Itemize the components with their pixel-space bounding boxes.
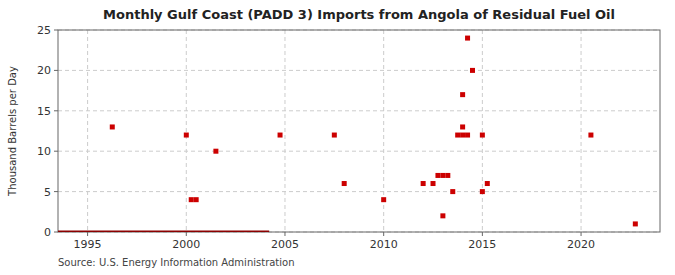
point [460,124,465,129]
point [588,133,593,138]
x-tick [284,232,285,236]
point [435,173,440,178]
point [465,133,470,138]
point [485,181,490,186]
y-tick-label: 20 [37,64,51,77]
x-tick-label: 2000 [172,238,200,251]
y-tick-label: 15 [37,105,51,118]
point [450,189,455,194]
point [213,149,218,154]
chart: 0 5 10 15 20 25 1995 2000 2005 2010 2015 2020 Monthl… [0,0,675,275]
data [58,36,638,232]
point [342,181,347,186]
point [431,181,436,186]
y-tick-label: 5 [44,186,51,199]
point [633,221,638,226]
x-grid-line [284,30,285,232]
point [480,133,485,138]
y-tick [54,110,58,111]
point [480,189,485,194]
y-tick [54,191,58,192]
grid [58,30,660,232]
point [460,92,465,97]
x-tick-label: 2015 [468,238,496,251]
plot-frame [58,30,660,232]
title: Monthly Gulf Coast (PADD 3) Imports from… [103,7,615,22]
x-tick-label: 2020 [567,238,595,251]
y-grid-line [58,70,660,71]
y-tick [54,30,58,31]
y-grid-line [58,110,660,111]
x-grid-line [87,30,88,232]
point [194,197,199,202]
point [445,173,450,178]
point [381,197,386,202]
x-tick [482,232,483,236]
point [460,133,465,138]
point [278,133,283,138]
point [455,133,460,138]
point [189,197,194,202]
x-tick [383,232,384,236]
x-tick [581,232,582,236]
point [465,36,470,41]
point [440,173,445,178]
x-tick [87,232,88,236]
point [332,133,337,138]
x-grid-line [482,30,483,232]
y-tick-label: 10 [37,145,51,158]
axes: 0 5 10 15 20 25 1995 2000 2005 2010 2015 2020 [37,24,595,251]
x-grid-line [186,30,187,232]
x-tick [186,232,187,236]
x-tick-label: 2005 [271,238,299,251]
x-tick-label: 1995 [74,238,102,251]
y-tick [54,70,58,71]
point [470,68,475,73]
y-tick [54,232,58,233]
point [421,181,426,186]
line [58,231,269,233]
source: Source: U.S. Energy Information Administ… [58,257,295,268]
y-tick [54,151,58,152]
point [110,124,115,129]
y-tick-label: 0 [44,226,51,239]
point [440,213,445,218]
y-tick-label: 25 [37,24,51,37]
y-grid-line [58,151,660,152]
point [184,133,189,138]
y-axis-label: Thousand Barrels per Day [7,66,18,197]
x-tick-label: 2010 [370,238,398,251]
x-grid-line [581,30,582,232]
y-grid-line [58,191,660,192]
